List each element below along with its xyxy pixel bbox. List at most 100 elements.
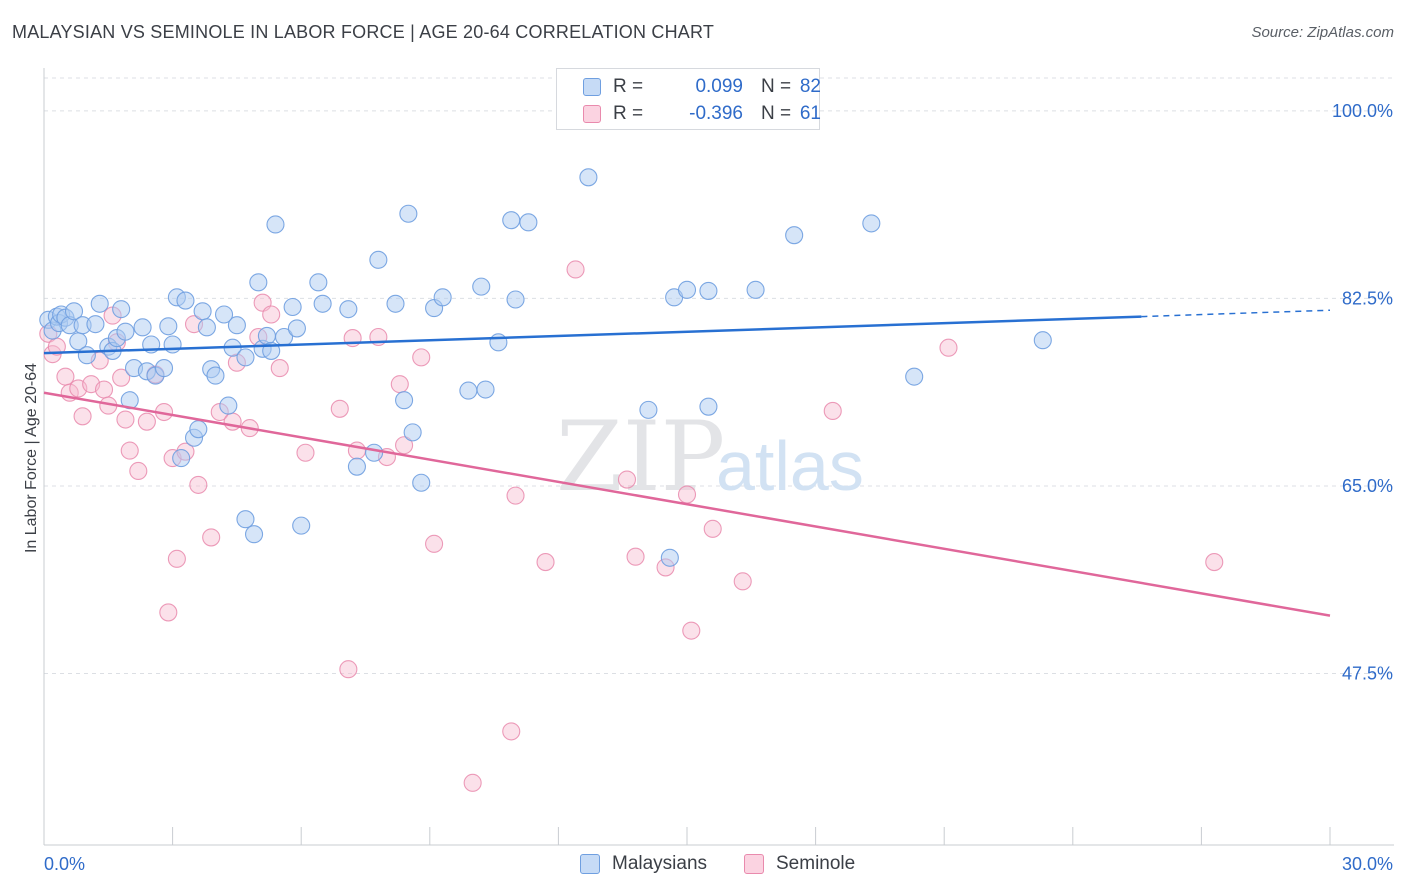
seminole-point bbox=[617, 470, 637, 489]
malaysian-point bbox=[785, 226, 804, 245]
malaysian-point bbox=[386, 294, 405, 313]
legend-r-label: R = bbox=[613, 103, 644, 124]
legend-r-label: R = bbox=[613, 76, 644, 97]
legend-n-label: N = bbox=[761, 76, 792, 97]
malaysian-point bbox=[236, 348, 255, 367]
seminole-point bbox=[347, 441, 366, 460]
seminole-point bbox=[390, 375, 409, 394]
malaysian-point bbox=[639, 400, 658, 419]
malaysian-point bbox=[77, 346, 96, 365]
legend-swatch-blue bbox=[583, 78, 601, 96]
malaysian-point bbox=[699, 397, 718, 416]
malaysian-point bbox=[236, 510, 255, 529]
malaysian-point bbox=[64, 302, 84, 321]
malaysian-point bbox=[1033, 331, 1052, 350]
legend-label-seminole: Seminole bbox=[776, 853, 856, 874]
malaysian-point bbox=[206, 366, 225, 385]
malaysian-point bbox=[249, 273, 268, 292]
seminole-point bbox=[167, 549, 186, 568]
malaysian-point bbox=[283, 297, 302, 317]
seminole-point bbox=[202, 528, 221, 547]
legend-r-value: -0.396 bbox=[689, 103, 743, 124]
malaysian-point bbox=[746, 280, 765, 299]
axes bbox=[43, 68, 1394, 846]
malaysian-point bbox=[219, 396, 238, 415]
malaysian-trend-extension bbox=[1141, 309, 1331, 318]
seminole-point bbox=[536, 553, 555, 572]
malaysian-point bbox=[403, 423, 422, 442]
legend-r-value: 0.099 bbox=[695, 76, 743, 97]
malaysian-point bbox=[339, 300, 358, 319]
malaysian-point bbox=[369, 250, 388, 269]
seminole-point bbox=[330, 399, 349, 418]
seminole-point bbox=[129, 461, 148, 481]
malaysian-point bbox=[197, 318, 216, 337]
seminole-point bbox=[94, 380, 114, 399]
seminole-point bbox=[703, 519, 722, 538]
malaysian-point bbox=[506, 290, 525, 309]
malaysian-point bbox=[292, 516, 311, 535]
malaysian-point bbox=[214, 305, 234, 324]
seminole-point bbox=[116, 410, 135, 429]
seminole-point bbox=[120, 441, 139, 460]
seminole-point bbox=[425, 534, 444, 553]
malaysian-point bbox=[660, 548, 679, 567]
malaysian-point bbox=[154, 359, 174, 378]
seminole-point bbox=[823, 401, 842, 421]
malaysian-point bbox=[699, 281, 718, 300]
malaysian-point bbox=[309, 273, 328, 292]
y-tick-label: 82.5% bbox=[1342, 288, 1393, 308]
seminole-trend-line bbox=[43, 391, 1331, 617]
watermark-atlas: atlas bbox=[716, 427, 864, 505]
zipatlas-watermark: ZIP atlas bbox=[556, 401, 864, 513]
seminole-point bbox=[159, 603, 178, 622]
malaysian-point bbox=[476, 380, 495, 399]
legend-swatch-blue bbox=[580, 854, 600, 874]
source-label: Source: ZipAtlas.com bbox=[1251, 24, 1394, 41]
seminole-point bbox=[502, 722, 521, 741]
y-tick-label: 100.0% bbox=[1332, 101, 1393, 121]
seminole-point bbox=[262, 305, 281, 324]
malaysian-point bbox=[227, 316, 246, 335]
grid-lines bbox=[44, 77, 1394, 675]
malaysian-point bbox=[159, 317, 178, 336]
malaysian-points bbox=[39, 168, 1052, 567]
malaysian-point bbox=[399, 204, 418, 223]
malaysian-point bbox=[244, 525, 264, 544]
malaysian-point bbox=[862, 214, 881, 233]
y-tick-label: 65.0% bbox=[1342, 476, 1393, 496]
malaysian-point bbox=[189, 420, 208, 439]
seminole-point bbox=[112, 368, 131, 387]
trend-lines bbox=[43, 309, 1331, 617]
malaysian-point bbox=[395, 391, 414, 410]
legend-n-label: N = bbox=[761, 103, 792, 124]
malaysian-point bbox=[163, 335, 182, 354]
malaysian-point bbox=[176, 291, 195, 310]
malaysian-point bbox=[677, 280, 697, 299]
seminole-point bbox=[395, 436, 414, 455]
x-tick-label: 0.0% bbox=[44, 854, 85, 874]
malaysian-point bbox=[905, 367, 924, 386]
legend-label-malaysians: Malaysians bbox=[612, 853, 708, 874]
malaysian-point bbox=[313, 294, 332, 313]
seminole-point bbox=[566, 260, 585, 279]
seminole-point bbox=[339, 660, 358, 679]
malaysian-point bbox=[287, 319, 306, 338]
malaysian-point bbox=[365, 443, 384, 462]
malaysian-point bbox=[519, 213, 538, 232]
seminole-point bbox=[677, 485, 697, 504]
malaysian-point bbox=[116, 322, 135, 341]
x-tick-label: 30.0% bbox=[1342, 854, 1393, 874]
malaysian-point bbox=[489, 333, 508, 352]
seminole-point bbox=[626, 547, 645, 566]
malaysian-point bbox=[90, 294, 109, 313]
tick-labels: 100.0% 82.5% 65.0% 47.5% 0.0% 30.0% bbox=[44, 101, 1393, 874]
watermark-zip: ZIP bbox=[556, 401, 725, 513]
malaysian-point bbox=[257, 326, 276, 345]
malaysian-point bbox=[112, 300, 131, 319]
malaysian-point bbox=[172, 449, 191, 468]
stats-legend: R = 0.099 N = 82 R = -0.396 N = 61 bbox=[556, 68, 821, 130]
malaysian-point bbox=[472, 277, 491, 296]
malaysian-point bbox=[347, 457, 366, 476]
